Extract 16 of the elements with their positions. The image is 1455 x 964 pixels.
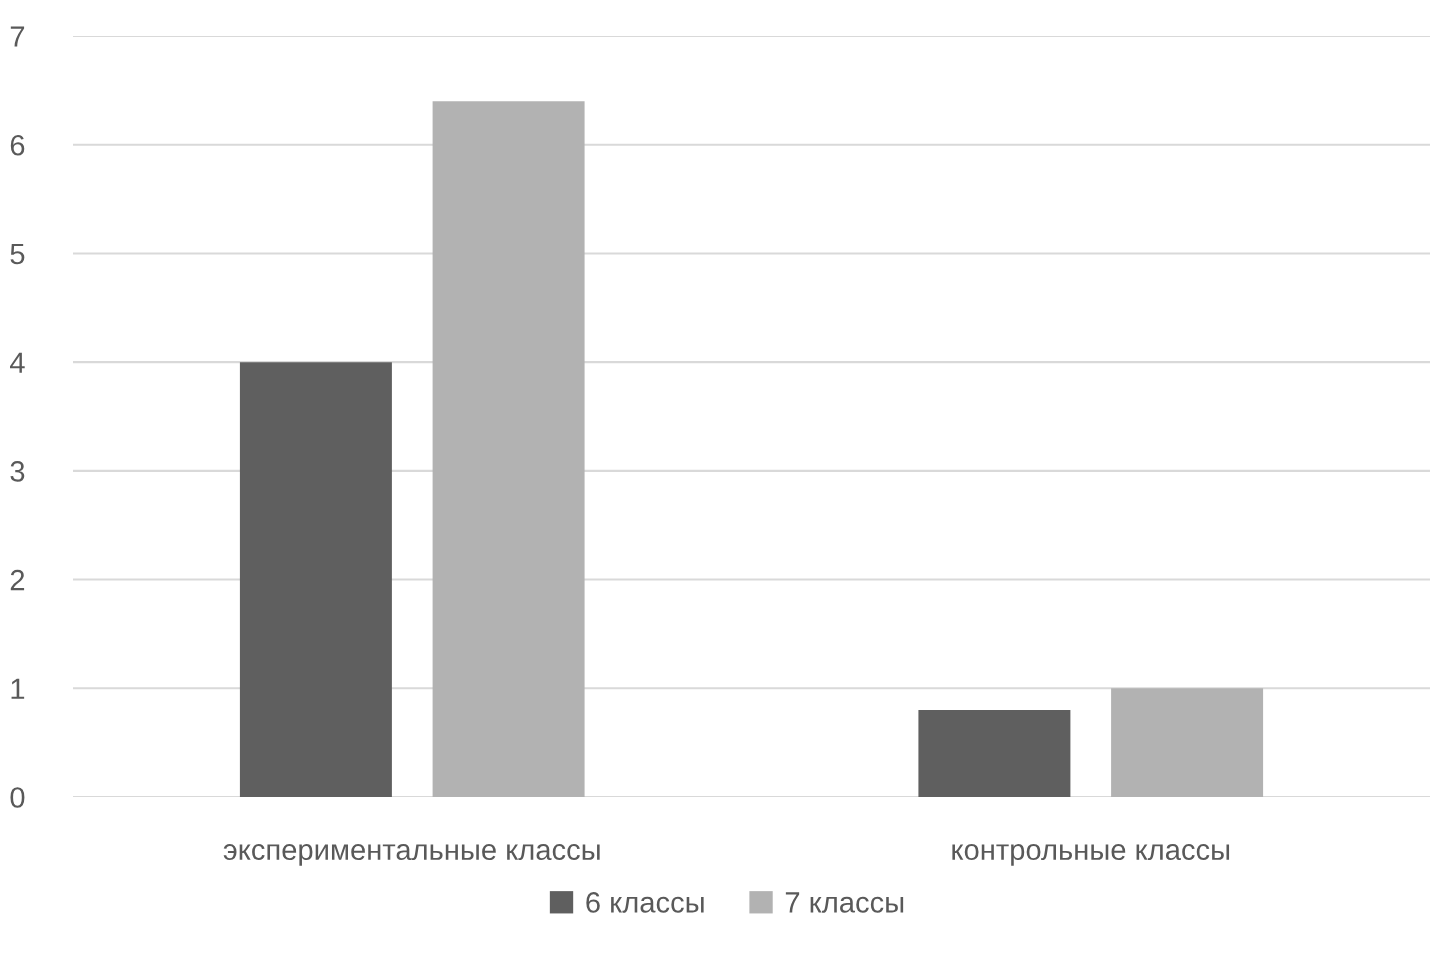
y-tick-label: 6 (10, 134, 25, 156)
bar (239, 362, 392, 797)
bar (432, 101, 585, 797)
y-tick-label: 4 (10, 352, 25, 373)
y-tick-label: 2 (10, 569, 25, 591)
y-tick-label: 0 (10, 787, 25, 808)
x-tick-label: контрольные классы (952, 844, 1230, 866)
legend-label: 7 классы (785, 892, 904, 913)
legend-label: 6 классы (586, 892, 704, 913)
x-tick-label: экспериментальные классы (223, 844, 600, 866)
bar (918, 710, 1071, 797)
y-tick-label: 3 (10, 461, 25, 482)
y-tick-label: 5 (10, 243, 25, 265)
y-tick-label: 1 (11, 678, 25, 699)
bar (1111, 688, 1264, 797)
y-tick-label: 7 (10, 26, 25, 47)
